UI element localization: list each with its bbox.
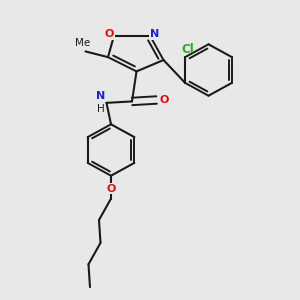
Text: O: O: [159, 95, 169, 105]
Text: O: O: [106, 184, 116, 194]
Text: O: O: [105, 29, 114, 39]
Text: N: N: [150, 29, 159, 39]
Text: N: N: [96, 92, 105, 101]
Text: Me: Me: [75, 38, 90, 48]
Text: Cl: Cl: [182, 44, 194, 56]
Text: H: H: [97, 104, 105, 114]
